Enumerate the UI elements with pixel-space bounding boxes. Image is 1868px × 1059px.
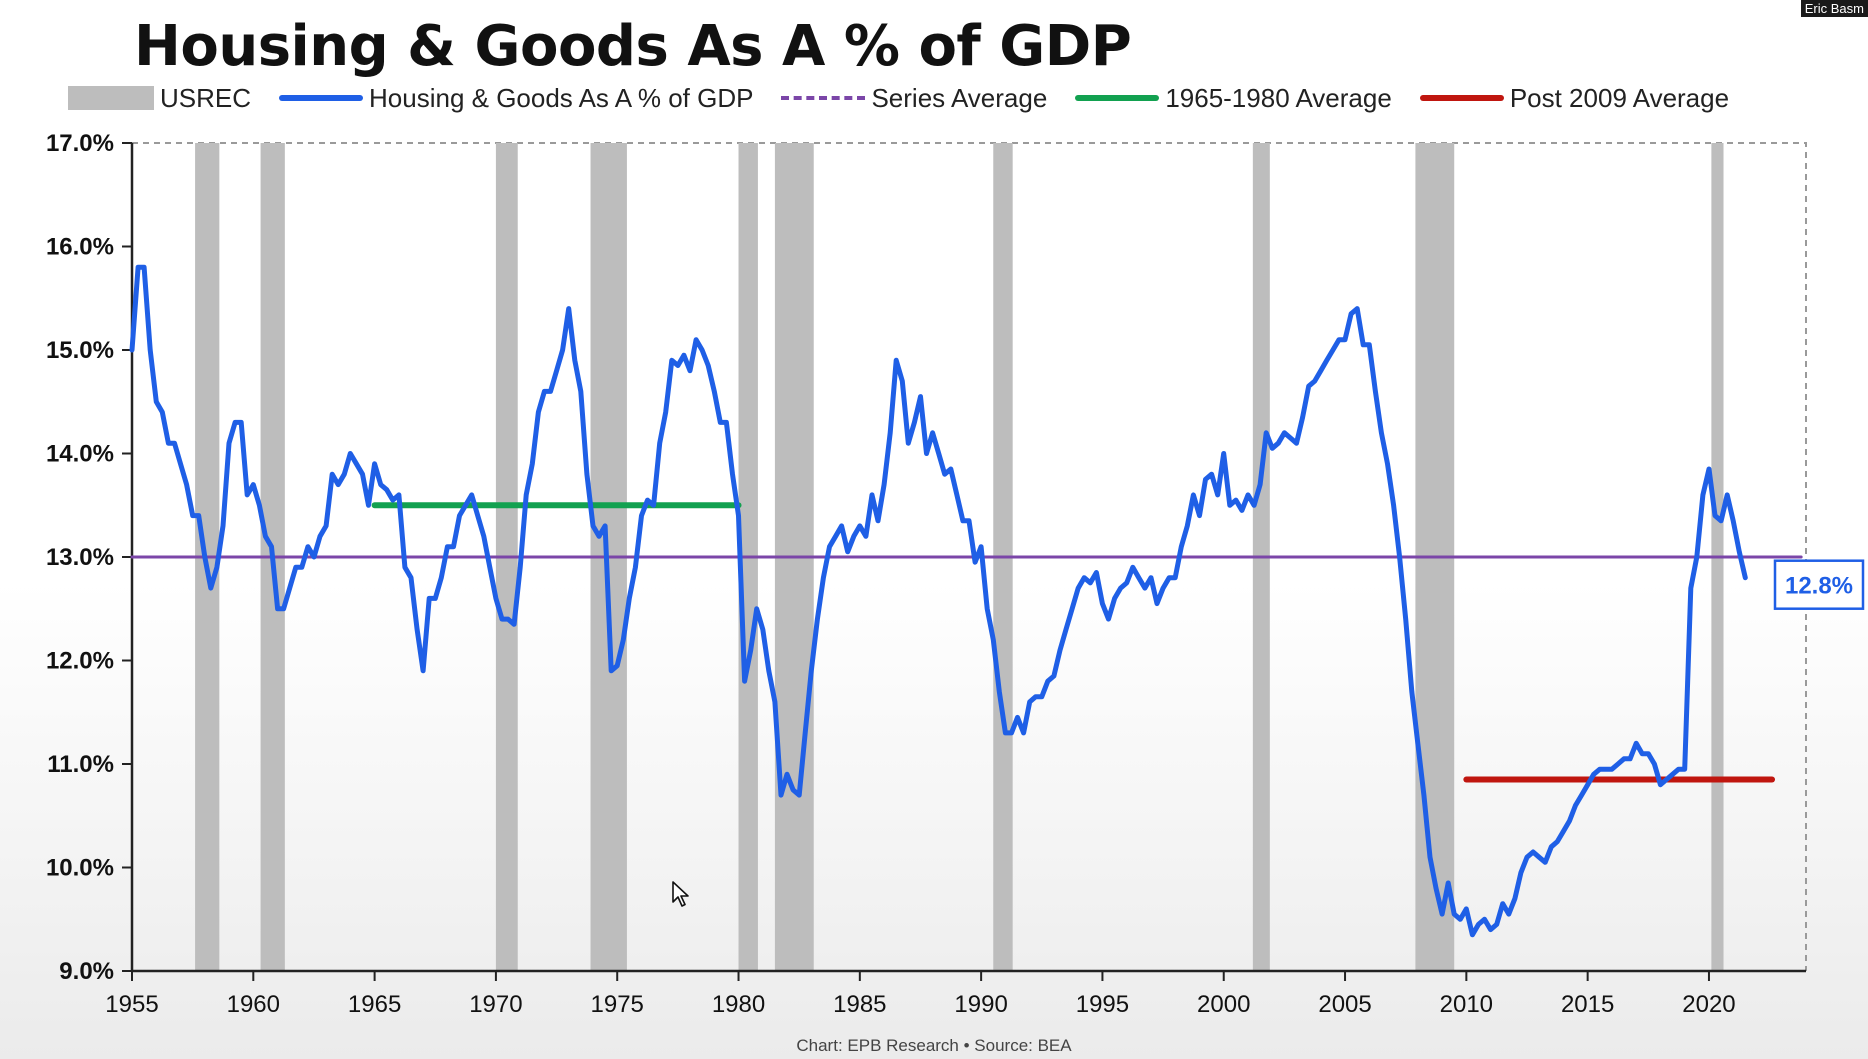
x-tick-label: 2010 [1440, 991, 1493, 1018]
y-tick-label: 15.0% [46, 337, 114, 364]
y-tick-label: 13.0% [46, 544, 114, 571]
legend-item-post-2009-average: Post 2009 Average [1419, 82, 1730, 114]
legend-item-housing-goods: Housing & Goods As A % of GDP [279, 83, 753, 114]
x-tick-label: 1990 [954, 991, 1007, 1018]
legend-label-series-average: Series Average [871, 82, 1048, 113]
camera-name-label: Eric Basm [1800, 0, 1868, 17]
plot-frame [132, 142, 1807, 971]
y-tick-label: 14.0% [46, 441, 114, 468]
legend-swatch-1965-1980-average [1075, 95, 1160, 101]
x-tick-label: 2000 [1197, 991, 1250, 1018]
mouse-cursor-icon [672, 881, 689, 907]
x-tick-label: 2020 [1682, 991, 1735, 1018]
x-tick-label: 1985 [833, 991, 886, 1018]
x-tick-label: 2005 [1318, 991, 1371, 1018]
legend-label-1965-1980-average: 1965-1980 Average [1165, 82, 1392, 113]
legend-item-usrec: USREC [68, 83, 251, 114]
chart-title: Housing & Goods As A % of GDP [134, 14, 1132, 79]
y-tick-label: 10.0% [46, 855, 114, 882]
y-tick-label: 11.0% [47, 751, 114, 778]
x-tick-label: 1980 [712, 991, 765, 1018]
x-tick-label: 1955 [105, 991, 158, 1018]
legend-swatch-post-2009-average [1419, 95, 1504, 101]
legend-item-series-average: Series Average [781, 83, 1047, 114]
end-value-box [1773, 559, 1865, 610]
legend-label-housing-goods: Housing & Goods As A % of GDP [369, 82, 754, 113]
y-tick-label: 12.0% [46, 648, 114, 675]
x-tick-label: 2015 [1561, 991, 1614, 1018]
x-tick-label: 1995 [1076, 991, 1129, 1018]
y-tick-label: 9.0% [59, 958, 114, 985]
x-tick-label: 1975 [591, 991, 644, 1018]
end-value-label: 12.8% [1785, 573, 1853, 600]
legend-label-post-2009-average: Post 2009 Average [1509, 82, 1730, 113]
series-line-housing-goods [129, 264, 1748, 938]
y-tick-label: 16.0% [46, 234, 114, 261]
x-tick-label: 1960 [227, 991, 280, 1018]
legend: USREC Housing & Goods As A % of GDP Seri… [68, 82, 1757, 114]
x-tick-label: 1965 [348, 991, 401, 1018]
legend-item-1965-1980-average: 1965-1980 Average [1075, 83, 1392, 114]
chart-credit: Chart: EPB Research • Source: BEA [796, 1036, 1072, 1055]
legend-swatch-usrec [68, 86, 154, 110]
y-tick-label: 17.0% [46, 130, 114, 157]
legend-label-usrec: USREC [160, 82, 252, 113]
legend-swatch-housing-goods [279, 95, 364, 101]
x-tick-label: 1970 [469, 991, 522, 1018]
legend-swatch-series-average [781, 96, 866, 100]
